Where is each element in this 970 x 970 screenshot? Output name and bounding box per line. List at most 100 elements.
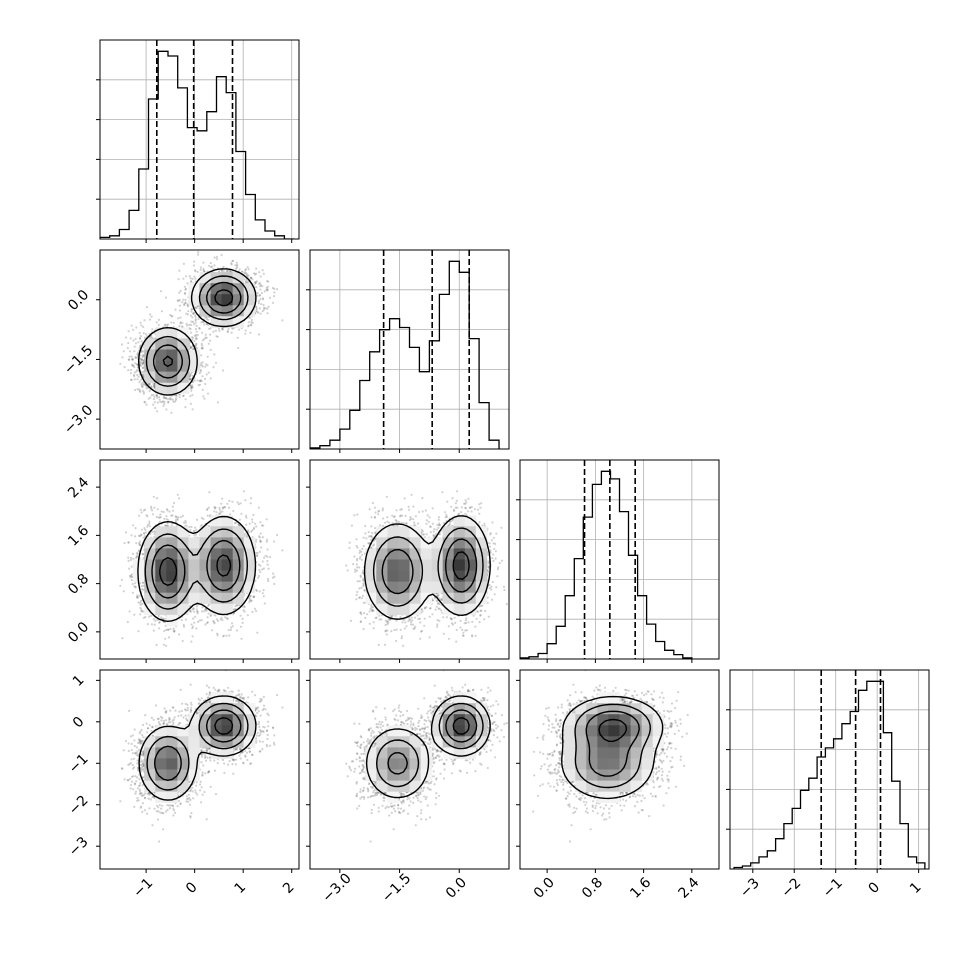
scatter-point-1-0-0 <box>126 346 129 350</box>
density-cell-1-0-10-8 <box>188 360 200 372</box>
scatter-point-1-0-609 <box>200 342 203 345</box>
scatter-point-1-0-2516 <box>148 318 152 321</box>
scatter-point-1-0-245 <box>255 267 258 270</box>
scatter-point-1-0-2200 <box>179 309 182 312</box>
scatter-point-1-0-3323 <box>179 321 182 324</box>
scatter-point-1-0-3449 <box>249 323 253 326</box>
scatter-point-2-0-42 <box>259 539 262 542</box>
scatter-point-1-0-3863 <box>169 398 172 401</box>
scatter-point-1-0-267 <box>187 310 190 313</box>
scatter-point-1-0-2568 <box>258 271 261 274</box>
scatter-point-1-0-2170 <box>207 342 210 345</box>
scatter-point-1-0-928 <box>217 327 220 330</box>
scatter-point-1-0-2432 <box>160 401 163 404</box>
scatter-point-1-0-486 <box>136 369 139 372</box>
scatter-point-1-0-953 <box>207 318 210 322</box>
scatter-point-1-0-3493 <box>131 358 134 361</box>
scatter-point-1-0-2940 <box>260 303 263 306</box>
scatter-point-1-0-4186 <box>261 285 264 288</box>
scatter-point-1-0-3278 <box>236 263 239 266</box>
scatter-point-1-0-3237 <box>244 281 247 284</box>
scatter-point-1-0-2273 <box>163 400 166 403</box>
scatter-point-1-0-758 <box>150 394 153 397</box>
scatter-point-1-0-3498 <box>162 397 165 400</box>
scatter-point-1-0-1629 <box>228 270 231 273</box>
scatter-point-1-0-3842 <box>218 329 221 332</box>
scatter-point-1-0-3279 <box>157 323 160 327</box>
scatter-point-1-0-2323 <box>141 385 144 388</box>
panel-frame-0-0 <box>99 39 300 240</box>
scatter-point-1-0-4056 <box>212 330 215 333</box>
scatter-point-1-0-927 <box>265 288 268 291</box>
scatter-point-1-0-2160 <box>194 277 197 280</box>
scatter-point-1-0-1994 <box>152 384 156 387</box>
scatter-point-1-0-3662 <box>190 308 193 311</box>
scatter-point-1-0-3295 <box>150 385 153 388</box>
scatter-point-1-0-1737 <box>189 331 193 334</box>
scatter-point-1-0-2955 <box>195 337 198 341</box>
scatter-point-1-0-1714 <box>203 338 206 341</box>
scatter-point-1-0-3635 <box>253 272 256 275</box>
scatter-point-1-0-3995 <box>137 375 140 378</box>
scatter-point-1-0-1942 <box>153 383 156 387</box>
scatter-point-1-0-2378 <box>259 275 262 278</box>
scatter-point-1-0-1783 <box>150 335 153 338</box>
scatter-point-1-0-1144 <box>201 331 204 334</box>
scatter-point-1-0-1457 <box>143 382 146 386</box>
scatter-point-1-0-3269 <box>133 371 136 374</box>
scatter-point-1-0-4047 <box>178 324 181 328</box>
scatter-point-1-0-4182 <box>247 281 250 284</box>
scatter-point-1-0-2573 <box>251 278 254 281</box>
density-cell-1-0-10-4 <box>144 360 156 372</box>
scatter-point-1-0-2025 <box>127 330 130 333</box>
panel-0-0 <box>96 39 300 243</box>
scatter-point-1-0-1743 <box>204 382 207 386</box>
scatter-point-1-0-2865 <box>184 287 187 290</box>
scatter-point-2-0-98 <box>206 621 209 625</box>
scatter-point-1-0-3756 <box>177 278 180 281</box>
scatter-point-1-0-1479 <box>153 385 156 388</box>
scatter-point-1-0-1206 <box>186 304 189 307</box>
scatter-point-1-0-3593 <box>244 332 247 335</box>
scatter-point-1-0-2409 <box>153 395 156 398</box>
scatter-point-1-0-1917 <box>129 337 132 340</box>
scatter-point-2-0-110 <box>176 517 179 520</box>
density-cell-1-0-8-4 <box>144 338 156 350</box>
scatter-point-1-0-1806 <box>203 323 206 326</box>
scatter-point-1-0-556 <box>182 394 185 398</box>
scatter-point-1-0-653 <box>124 336 128 339</box>
scatter-point-1-0-1442 <box>174 400 177 403</box>
scatter-point-1-0-4265 <box>190 386 194 389</box>
density-cell-1-0-5-11 <box>221 305 233 317</box>
scatter-point-1-0-3745 <box>209 377 212 380</box>
scatter-point-1-0-214 <box>235 266 239 269</box>
scatter-point-1-0-1625 <box>237 346 240 350</box>
scatter-point-2-0-0 <box>126 620 129 624</box>
scatter-point-1-0-2145 <box>141 385 144 389</box>
scatter-point-1-0-4458 <box>189 277 192 280</box>
scatter-point-1-0-560 <box>139 337 142 340</box>
scatter-point-1-0-2458 <box>190 336 193 339</box>
scatter-point-1-0-534 <box>229 270 232 273</box>
scatter-point-1-0-2719 <box>123 366 126 369</box>
scatter-point-1-0-3982 <box>226 269 229 272</box>
scatter-point-1-0-2882 <box>237 328 241 331</box>
scatter-point-1-0-4317 <box>183 292 186 295</box>
scatter-point-1-0-669 <box>194 314 197 317</box>
density-cell-1-0-12-7 <box>177 382 189 395</box>
scatter-point-1-0-2330 <box>211 265 214 268</box>
scatter-point-1-0-112 <box>127 358 130 361</box>
scatter-point-1-0-4190 <box>139 344 142 347</box>
scatter-point-1-0-489 <box>190 386 193 389</box>
scatter-point-1-0-965 <box>195 342 198 345</box>
scatter-point-1-0-729 <box>184 302 187 305</box>
density-cell-1-0-11-4 <box>144 371 156 383</box>
scatter-point-1-0-2165 <box>184 275 188 278</box>
scatter-point-1-0-120 <box>140 382 143 385</box>
contour-1-0-0 <box>138 268 257 396</box>
scatter-point-1-0-4040 <box>178 396 181 399</box>
scatter-point-1-0-2019 <box>181 321 184 324</box>
scatter-point-1-0-3187 <box>184 288 187 291</box>
scatter-point-1-0-3458 <box>175 394 178 397</box>
scatter-point-1-0-1756 <box>191 386 194 389</box>
